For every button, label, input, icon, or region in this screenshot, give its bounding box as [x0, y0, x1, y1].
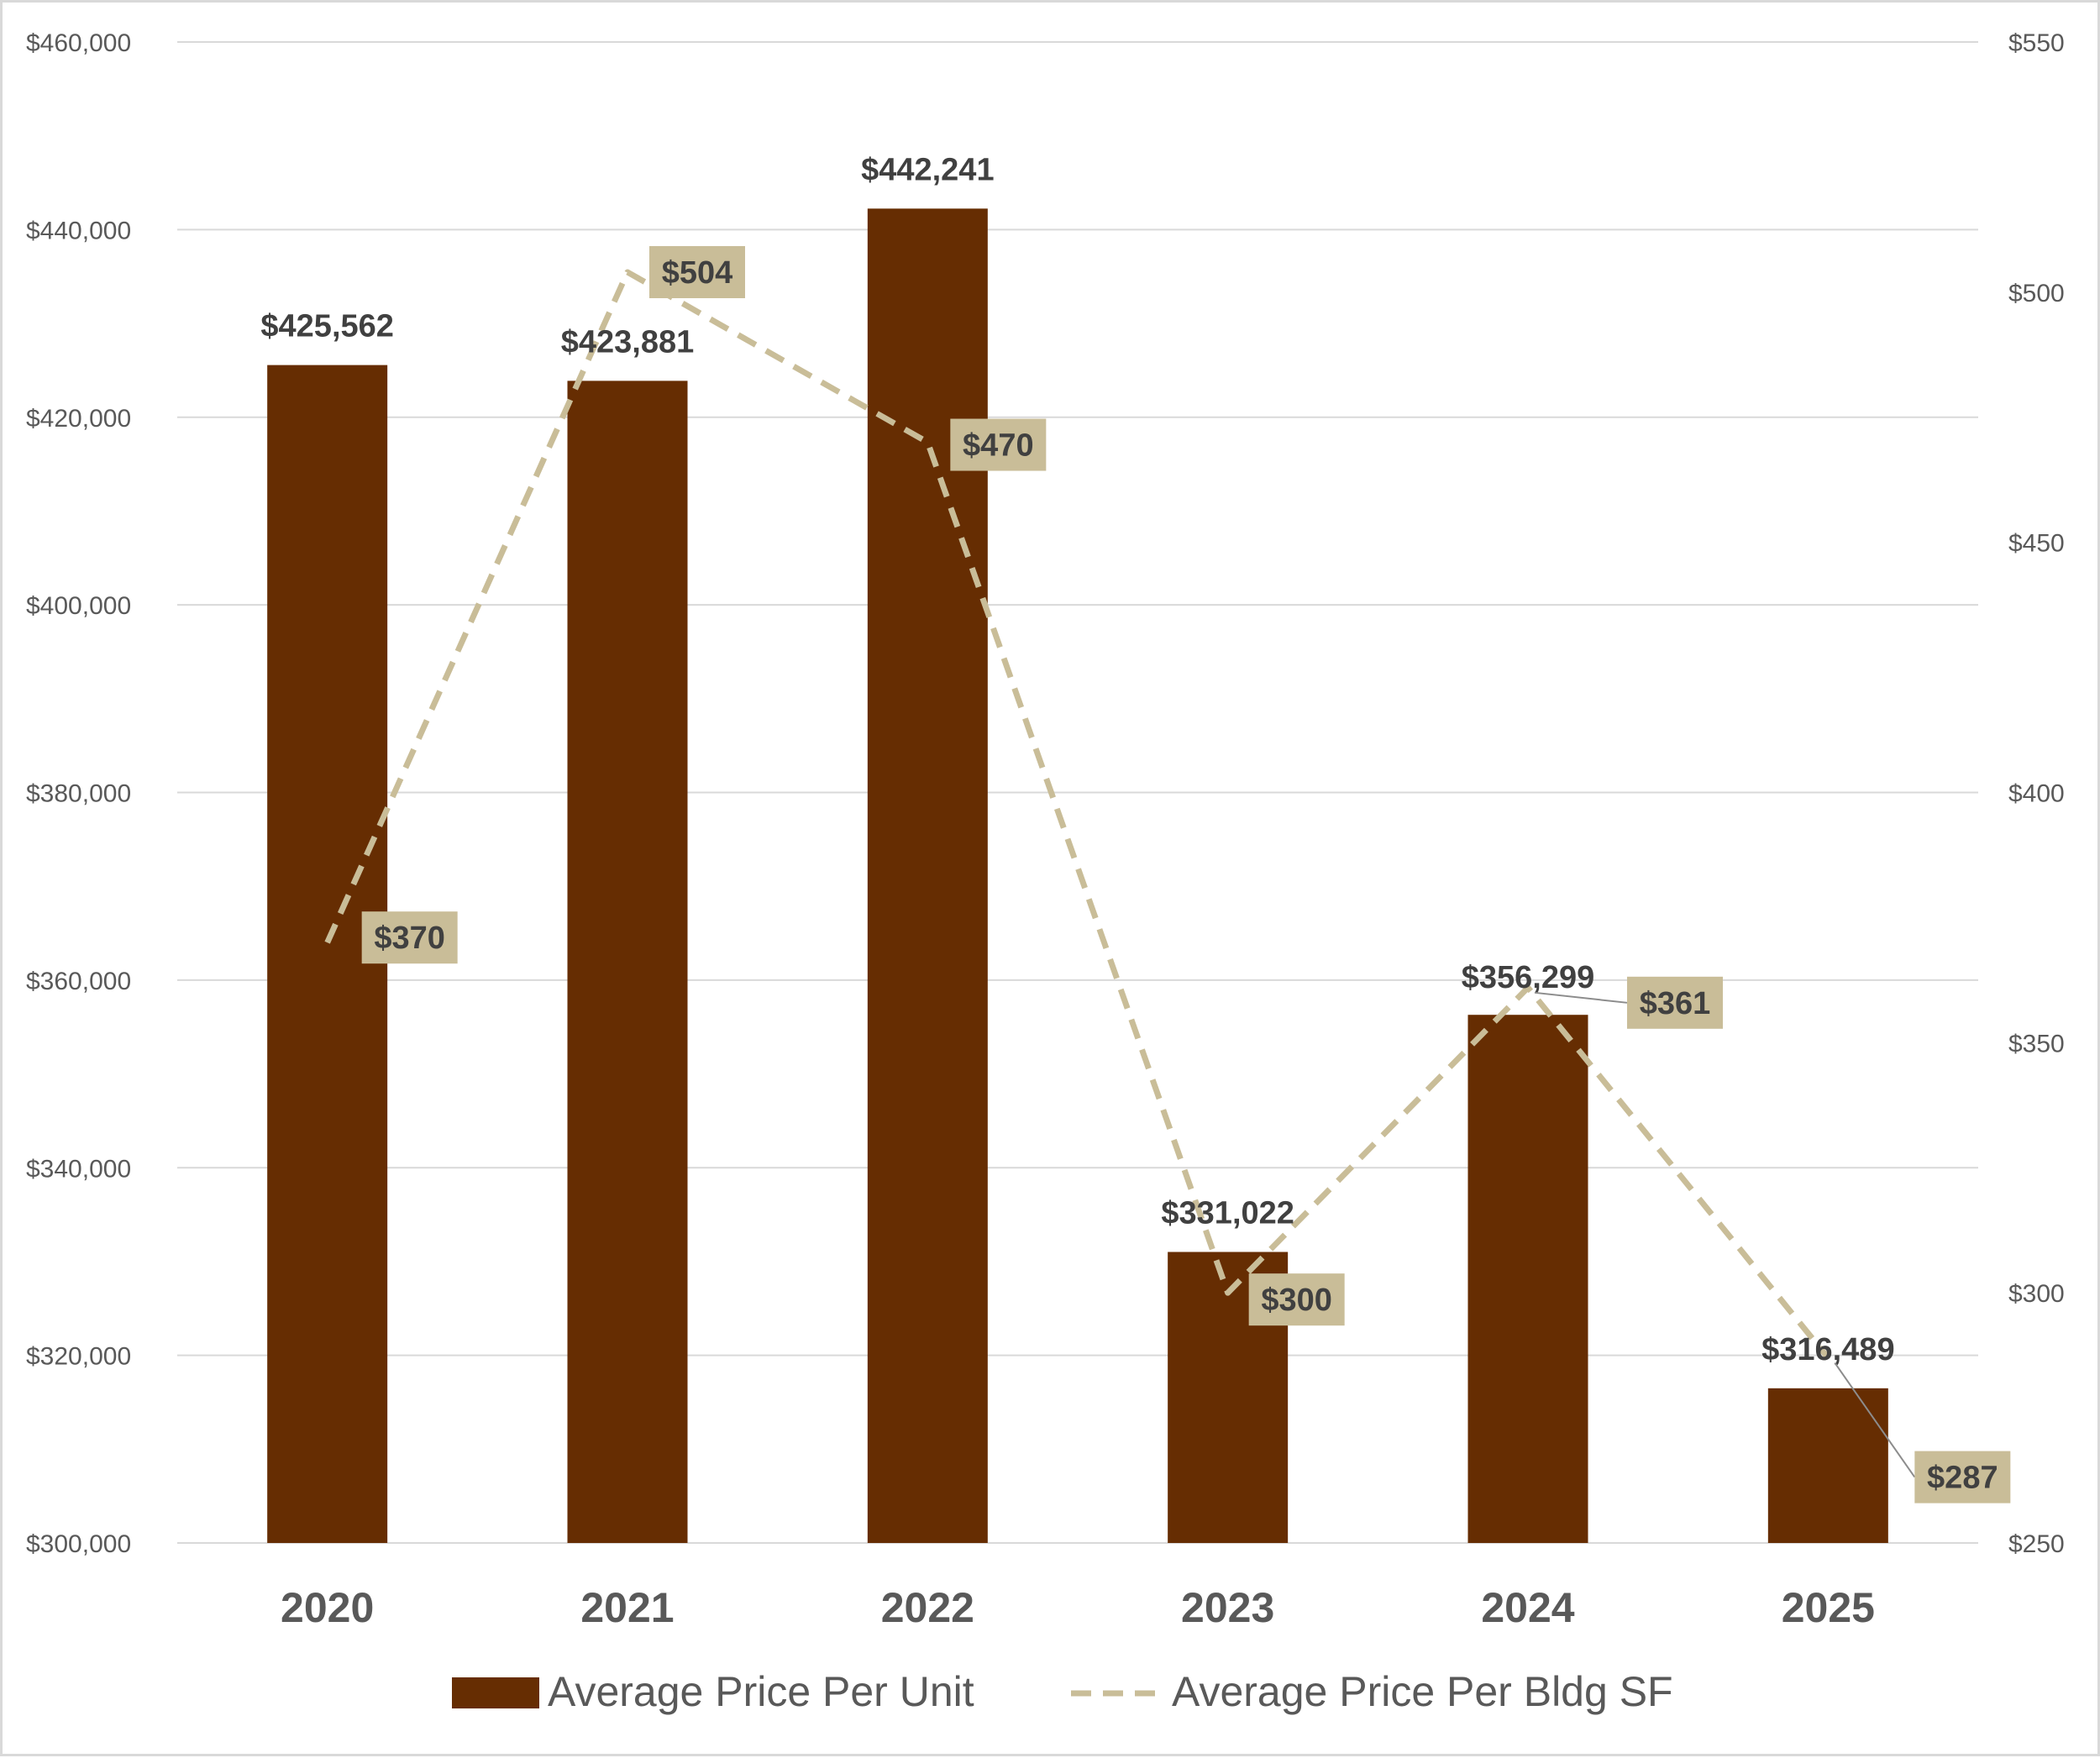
- x-tick-label: 2021: [580, 1584, 674, 1631]
- y-left-tick-label: $460,000: [26, 29, 131, 57]
- y-right-tick-label: $350: [2008, 1030, 2065, 1057]
- line-data-label: $470: [963, 428, 1034, 464]
- y-left-tick-label: $400,000: [26, 592, 131, 620]
- legend-swatch-bar: [452, 1677, 539, 1708]
- y-right-tick-label: $500: [2008, 280, 2065, 307]
- legend-label-bar: Average Price Per Unit: [548, 1668, 974, 1715]
- bar-data-label: $356,299: [1462, 960, 1595, 995]
- bar-data-label: $423,881: [561, 324, 695, 359]
- line-data-label: $504: [662, 255, 733, 291]
- y-left-tick-label: $340,000: [26, 1155, 131, 1183]
- legend-label-line: Average Price Per Bldg SF: [1172, 1668, 1673, 1715]
- y-right-tick-label: $550: [2008, 29, 2065, 57]
- bar-data-label: $425,562: [260, 309, 394, 344]
- line-data-label: $361: [1640, 986, 1711, 1021]
- y-left-tick-label: $320,000: [26, 1343, 131, 1371]
- line-data-label: $287: [1927, 1461, 1998, 1496]
- bar: [1468, 1015, 1588, 1543]
- bar: [568, 380, 688, 1543]
- x-tick-label: 2020: [281, 1584, 374, 1631]
- bar-data-label: $331,022: [1161, 1196, 1294, 1231]
- bar: [1768, 1388, 1888, 1543]
- x-tick-label: 2022: [881, 1584, 974, 1631]
- y-left-tick-label: $440,000: [26, 217, 131, 244]
- x-tick-label: 2023: [1181, 1584, 1274, 1631]
- x-tick-label: 2024: [1481, 1584, 1574, 1631]
- line-data-label: $300: [1261, 1283, 1332, 1318]
- y-left-tick-label: $300,000: [26, 1530, 131, 1558]
- y-right-tick-label: $250: [2008, 1530, 2065, 1558]
- y-left-tick-label: $360,000: [26, 968, 131, 995]
- bar-data-label: $316,489: [1761, 1332, 1895, 1367]
- line-data-label: $370: [374, 921, 445, 956]
- line-series: [328, 272, 1829, 1358]
- y-left-tick-label: $380,000: [26, 780, 131, 808]
- y-left-tick-label: $420,000: [26, 405, 131, 433]
- y-right-tick-label: $450: [2008, 530, 2065, 558]
- bar-data-label: $442,241: [861, 152, 995, 187]
- combo-chart: $300,000 $320,000 $340,000 $360,000 $380,000…: [3, 3, 2097, 1754]
- bar: [868, 208, 988, 1543]
- y-right-tick-label: $400: [2008, 780, 2065, 808]
- x-tick-label: 2025: [1782, 1584, 1875, 1631]
- y-right-tick-label: $300: [2008, 1280, 2065, 1308]
